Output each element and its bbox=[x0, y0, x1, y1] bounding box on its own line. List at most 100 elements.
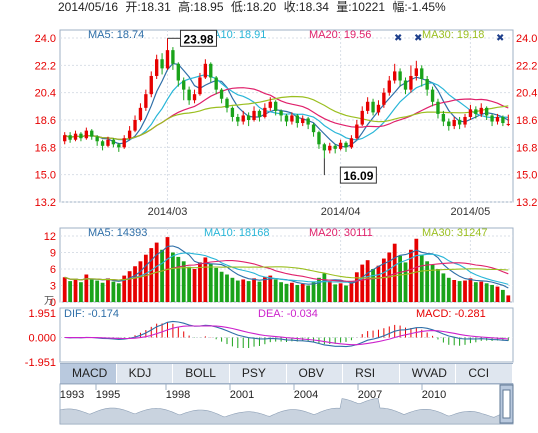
candle-body bbox=[495, 116, 500, 122]
volume-bar bbox=[463, 280, 467, 302]
header-high-label: 高: bbox=[178, 0, 193, 14]
tab-rsi[interactable]: RSI bbox=[343, 364, 400, 383]
header-low-label: 低: bbox=[231, 0, 246, 14]
volume-bar bbox=[457, 281, 462, 302]
candle-body bbox=[284, 115, 289, 122]
candle-body bbox=[230, 107, 235, 117]
candle-body bbox=[225, 98, 229, 108]
candle-body bbox=[252, 110, 256, 120]
volume-bar bbox=[495, 286, 500, 302]
navigator-year-label: 2007 bbox=[358, 389, 382, 401]
dif-line bbox=[64, 320, 509, 348]
volume-tick-label: 12 bbox=[44, 231, 56, 243]
candle-body bbox=[393, 71, 397, 81]
tab-obv[interactable]: OBV bbox=[287, 364, 344, 383]
candle-body bbox=[376, 104, 381, 113]
header-text: 2014/05/16 开:18.31 高:18.95 低:18.20 收:18.… bbox=[58, 0, 446, 14]
price-tick-label-left: 18.6 bbox=[35, 115, 56, 127]
volume-bar bbox=[338, 283, 343, 302]
dea-line bbox=[64, 325, 509, 346]
vol-ma30-legend: MA30: 31247 bbox=[422, 227, 487, 239]
price-tick-label-right: 22.2 bbox=[516, 60, 537, 72]
candle-body bbox=[263, 107, 267, 117]
candle-body bbox=[338, 142, 343, 149]
vol-ma5-legend: MA5: 14393 bbox=[88, 227, 147, 239]
price-tick-label-right: 18.6 bbox=[516, 115, 537, 127]
volume-bar bbox=[246, 281, 251, 302]
header-close-label: 收: bbox=[284, 0, 299, 14]
header: 2014/05/16 开:18.31 高:18.95 低:18.20 收:18.… bbox=[58, 0, 446, 14]
navigator-year-label: 1995 bbox=[96, 389, 120, 401]
candle-body bbox=[100, 141, 105, 146]
tab-cci[interactable]: CCI bbox=[456, 364, 513, 383]
tab-boll[interactable]: BOLL bbox=[173, 364, 230, 383]
volume-bar bbox=[317, 277, 321, 302]
volume-bar bbox=[360, 264, 365, 302]
candle-body bbox=[387, 80, 391, 93]
candle-body bbox=[198, 77, 202, 95]
volume-bar bbox=[219, 271, 224, 302]
ma10-line bbox=[64, 74, 509, 141]
macd-legend: DIF: -0.174 DEA: -0.034 MACD: -0.281 bbox=[64, 308, 486, 320]
tab-macd[interactable]: MACD bbox=[60, 364, 117, 383]
event-marker-icon[interactable]: ✖ bbox=[496, 33, 504, 44]
candle-body bbox=[425, 79, 429, 90]
volume-axis: 12 9 6 3 0 bbox=[44, 231, 56, 309]
volume-bar bbox=[414, 238, 419, 302]
event-marker-icon[interactable]: ✖ bbox=[394, 33, 402, 44]
candle-body bbox=[414, 68, 419, 76]
candle-body bbox=[484, 107, 489, 116]
macd-histogram bbox=[69, 322, 509, 349]
volume-bar bbox=[409, 249, 413, 302]
candle-body bbox=[214, 77, 218, 90]
volume-bar bbox=[500, 289, 505, 302]
candle-body bbox=[279, 110, 283, 116]
volume-moving-averages bbox=[64, 245, 509, 289]
candle-body bbox=[176, 63, 180, 81]
volume-bar bbox=[116, 283, 121, 302]
price-tick-label-left: 24.0 bbox=[35, 33, 56, 45]
navigator-year-label: 1998 bbox=[166, 389, 190, 401]
price-tick-label-right: 15.0 bbox=[516, 170, 537, 182]
volume-bar bbox=[506, 295, 511, 302]
volume-bar bbox=[376, 265, 381, 302]
volume-bar bbox=[252, 278, 256, 302]
tab-wvad[interactable]: WVAD bbox=[400, 364, 457, 383]
header-volume: 10221 bbox=[352, 0, 386, 14]
candle-body bbox=[436, 101, 440, 114]
candle-body bbox=[154, 59, 159, 76]
volume-bar bbox=[192, 269, 197, 302]
candle-body bbox=[398, 71, 402, 81]
macd-value-legend: MACD: -0.281 bbox=[416, 308, 486, 320]
candle-body bbox=[182, 80, 186, 90]
volume-bar bbox=[181, 261, 186, 302]
candle-body bbox=[111, 139, 116, 145]
candle-body bbox=[144, 94, 148, 108]
volume-bar bbox=[106, 278, 110, 302]
volume-bar bbox=[225, 274, 229, 302]
volume-bar bbox=[273, 279, 278, 302]
candle-body bbox=[79, 133, 83, 139]
event-marker-icon[interactable]: ✖ bbox=[414, 33, 422, 44]
x-tick-label: 2014/04 bbox=[321, 206, 361, 218]
candle-body bbox=[73, 133, 78, 140]
navigator-handle-grip[interactable] bbox=[502, 389, 511, 419]
navigator-year-label: 2010 bbox=[422, 389, 446, 401]
volume-bar bbox=[468, 278, 473, 302]
volume-bar bbox=[84, 274, 89, 302]
candle-body bbox=[463, 116, 467, 125]
volume-bar bbox=[430, 264, 435, 302]
candle-body bbox=[322, 144, 327, 151]
tab-psy[interactable]: PSY bbox=[230, 364, 287, 383]
tab-kdj[interactable]: KDJ bbox=[117, 364, 174, 383]
volume-bars bbox=[62, 237, 511, 302]
candle-body bbox=[290, 115, 294, 122]
candle-body bbox=[403, 80, 408, 90]
navigator-year-label: 2004 bbox=[294, 389, 318, 401]
candle-body bbox=[149, 75, 153, 95]
volume-bar bbox=[160, 249, 164, 302]
candle-body bbox=[138, 107, 143, 120]
volume-bar bbox=[327, 281, 332, 302]
candle-body bbox=[90, 130, 94, 137]
